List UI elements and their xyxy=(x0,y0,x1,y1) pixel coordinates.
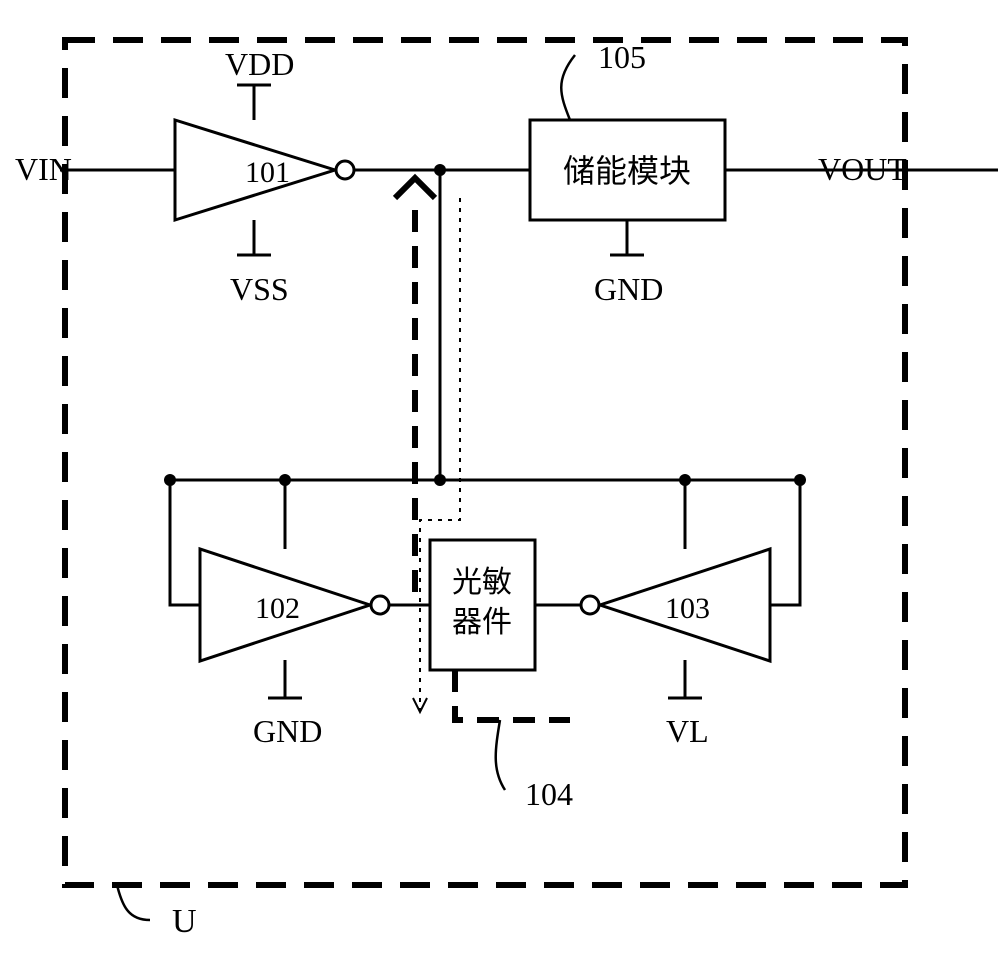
block-105: 储能模块 xyxy=(530,120,725,220)
ref-105: 105 xyxy=(598,39,646,75)
junction-dot-icon xyxy=(164,474,176,486)
bubble-icon xyxy=(336,161,354,179)
bubble-icon xyxy=(371,596,389,614)
inverter-103: 103 xyxy=(581,480,770,661)
block-104: 光敏 器件 xyxy=(430,540,535,670)
bubble-icon xyxy=(581,596,599,614)
junction-dot-icon xyxy=(679,474,691,486)
label-vout: VOUT xyxy=(818,151,907,187)
block-104-label-2: 器件 xyxy=(452,606,512,639)
wire xyxy=(170,480,200,605)
label-u: U xyxy=(172,903,197,940)
label-vin: VIN xyxy=(15,151,72,187)
junction-dot-icon xyxy=(434,164,446,176)
block-105-label: 储能模块 xyxy=(563,153,691,189)
junction-dot-icon xyxy=(279,474,291,486)
label-vl: VL xyxy=(666,713,709,749)
heavy-dashed-wire xyxy=(455,670,570,720)
label-gnd-105: GND xyxy=(594,271,663,307)
label-gnd-102: GND xyxy=(253,713,322,749)
inverter-102: 102 xyxy=(200,480,389,661)
junction-dot-icon xyxy=(794,474,806,486)
leader-curve xyxy=(496,720,505,790)
wire xyxy=(770,480,800,605)
inverter-101: 101 xyxy=(175,120,354,220)
junction-dot-icon xyxy=(434,474,446,486)
leader-curve xyxy=(561,55,575,120)
label-vss: VSS xyxy=(230,271,289,307)
ref-104: 104 xyxy=(525,776,573,812)
label-vdd: VDD xyxy=(225,46,294,82)
block-104-label-1: 光敏 xyxy=(452,566,512,599)
heavy-dashed-arrow-icon xyxy=(395,178,435,198)
leader-curve xyxy=(117,885,150,920)
ref-101: 101 xyxy=(245,156,290,189)
circuit-diagram: 101 102 103 储能模块 光敏 器件 VIN VOUT VDD VSS … xyxy=(0,0,1000,957)
ref-103: 103 xyxy=(665,592,710,625)
ref-102: 102 xyxy=(255,592,300,625)
